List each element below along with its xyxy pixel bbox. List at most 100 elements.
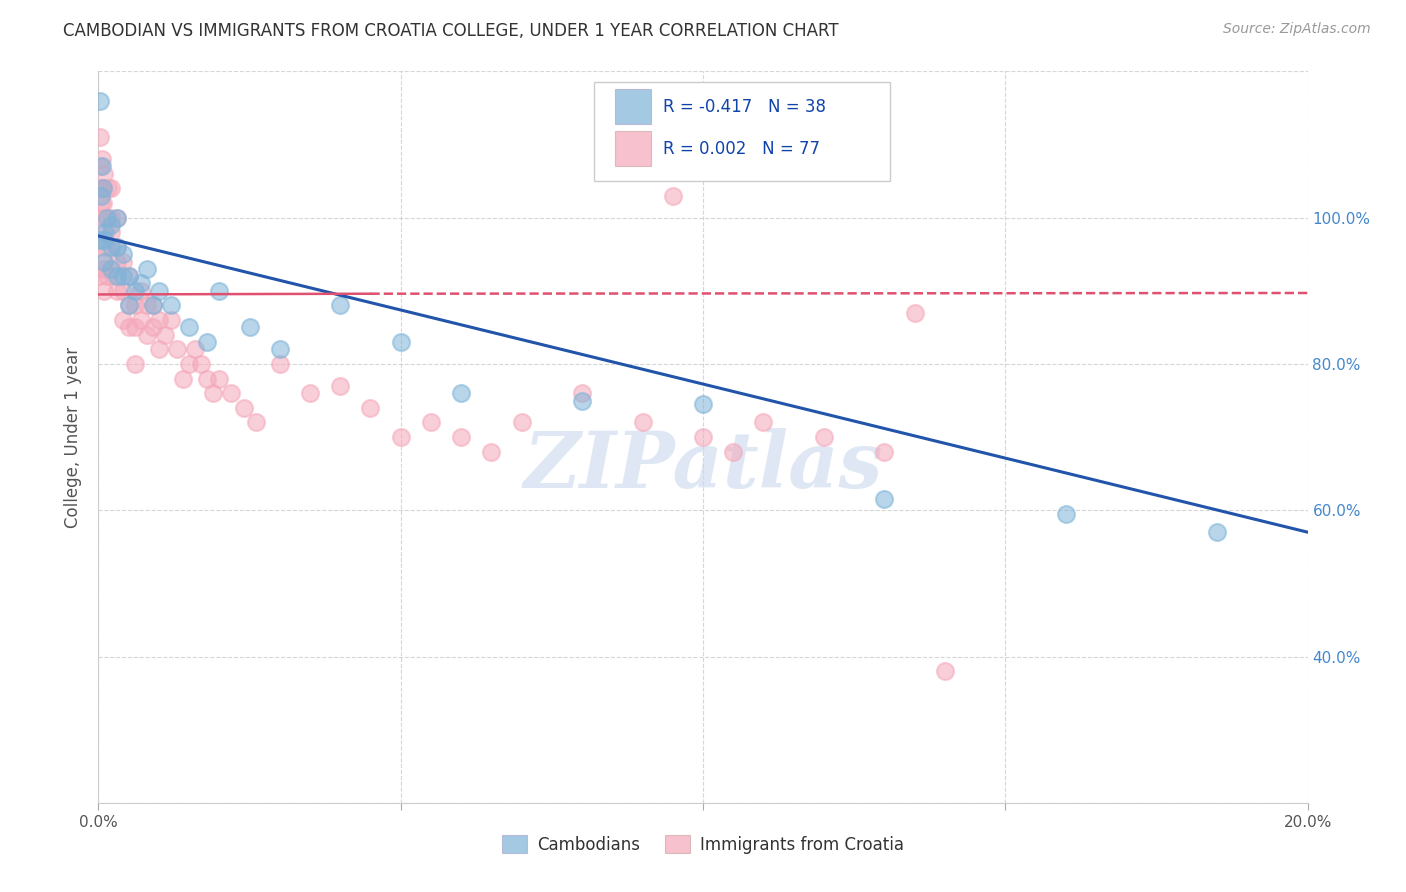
Point (813, 430, 835, 444)
Point (208, 371, 231, 385)
Point (89, 130, 111, 145)
Point (90, 211, 112, 225)
Point (420, 416, 443, 430)
FancyBboxPatch shape (595, 82, 890, 181)
Point (90, 196, 112, 211)
Legend: Cambodians, Immigrants from Croatia: Cambodians, Immigrants from Croatia (495, 829, 911, 860)
Point (184, 343, 207, 357)
Point (631, 416, 654, 430)
Point (329, 379, 352, 393)
Point (873, 492, 896, 507)
Point (692, 397, 714, 411)
Point (389, 334, 412, 349)
Point (124, 320, 146, 334)
Text: ZIPatlas: ZIPatlas (523, 428, 883, 505)
Point (91, 160, 114, 174)
Point (91, 196, 114, 211)
Point (96, 269, 118, 284)
Point (89, 181, 111, 195)
Point (118, 320, 141, 334)
Point (118, 298, 141, 312)
Point (97, 181, 120, 195)
Point (105, 269, 128, 284)
Point (904, 306, 927, 320)
Point (124, 284, 146, 298)
Point (195, 334, 218, 349)
FancyBboxPatch shape (614, 131, 651, 167)
Point (100, 218, 122, 232)
Point (90, 188, 112, 202)
Point (100, 261, 122, 276)
Point (118, 269, 141, 284)
Point (142, 298, 165, 312)
Point (93, 240, 115, 254)
Point (873, 444, 896, 458)
Point (1054, 507, 1077, 521)
Point (148, 284, 170, 298)
Point (111, 254, 134, 268)
Point (661, 188, 683, 202)
Point (135, 327, 157, 342)
Point (129, 284, 152, 298)
Point (91, 181, 114, 195)
Point (105, 211, 128, 225)
Point (360, 401, 382, 415)
Point (129, 277, 152, 291)
Point (723, 444, 745, 458)
Point (118, 298, 141, 312)
Point (202, 386, 225, 401)
Point (329, 298, 352, 312)
Point (124, 357, 146, 371)
Point (93, 254, 115, 268)
Point (934, 664, 956, 678)
Point (129, 313, 152, 327)
Point (135, 298, 157, 312)
Point (100, 225, 122, 239)
Point (450, 386, 472, 401)
Point (160, 298, 183, 312)
Point (160, 313, 183, 327)
Point (89, 233, 111, 247)
Point (269, 343, 291, 357)
Point (87, 269, 110, 284)
Point (195, 371, 218, 385)
Point (91, 152, 114, 166)
Point (239, 320, 262, 334)
Point (190, 357, 212, 371)
Point (232, 401, 254, 415)
Point (172, 371, 194, 385)
Point (752, 416, 775, 430)
Point (105, 254, 128, 268)
Point (450, 430, 472, 444)
Text: Source: ZipAtlas.com: Source: ZipAtlas.com (1223, 22, 1371, 37)
Point (93, 233, 115, 247)
Point (179, 320, 201, 334)
Y-axis label: College, Under 1 year: College, Under 1 year (65, 346, 83, 528)
Point (111, 269, 134, 284)
Point (100, 240, 122, 254)
Point (105, 211, 128, 225)
Point (96, 240, 118, 254)
Point (179, 357, 201, 371)
Point (93, 261, 115, 276)
Point (153, 327, 176, 342)
Point (94, 211, 117, 225)
Point (93, 225, 115, 239)
Point (208, 284, 231, 298)
Point (105, 240, 128, 254)
Point (299, 386, 322, 401)
Point (135, 261, 157, 276)
Point (221, 386, 243, 401)
Point (93, 167, 115, 181)
Point (111, 313, 134, 327)
Point (118, 269, 141, 284)
Point (93, 284, 115, 298)
Point (142, 298, 165, 312)
Point (166, 343, 188, 357)
Point (245, 416, 267, 430)
Point (1206, 525, 1229, 540)
Point (103, 269, 125, 284)
Point (105, 284, 128, 298)
Point (510, 416, 533, 430)
Text: CAMBODIAN VS IMMIGRANTS FROM CROATIA COLLEGE, UNDER 1 YEAR CORRELATION CHART: CAMBODIAN VS IMMIGRANTS FROM CROATIA COL… (63, 22, 839, 40)
